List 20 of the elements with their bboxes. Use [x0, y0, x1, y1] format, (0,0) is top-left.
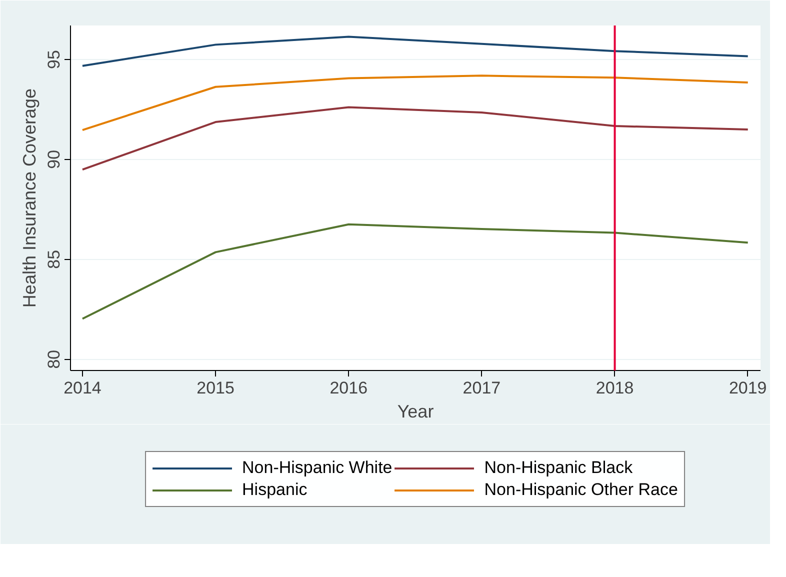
legend-label: Hispanic	[242, 480, 308, 500]
legend-label: Non-Hispanic Black	[484, 458, 633, 478]
legend-label: Non-Hispanic White	[242, 458, 392, 478]
x-tick-label: 2016	[330, 378, 368, 398]
y-tick-label: 90	[44, 150, 64, 169]
y-tick-label: 80	[44, 350, 64, 369]
x-tick-label: 2019	[728, 378, 767, 398]
x-tick-label: 2015	[196, 378, 234, 398]
x-axis-title: Year	[397, 402, 434, 422]
x-tick-label: 2018	[596, 378, 634, 398]
y-tick-label: 95	[44, 50, 64, 69]
line-series	[81, 36, 749, 67]
line-series	[81, 74, 749, 132]
y-tick-label: 85	[44, 250, 64, 269]
x-tick-label: 2014	[64, 378, 102, 398]
y-axis-title: Health Insurance Coverage	[20, 88, 40, 308]
x-tick-label: 2017	[462, 378, 501, 398]
line-series	[81, 106, 749, 171]
line-series	[81, 223, 749, 320]
legend-label: Non-Hispanic Other Race	[484, 480, 678, 500]
